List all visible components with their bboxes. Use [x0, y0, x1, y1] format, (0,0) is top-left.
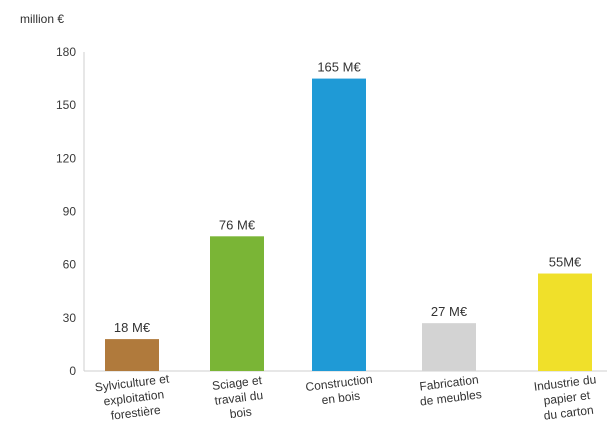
- bar-value-label: 27 M€: [431, 304, 468, 319]
- y-tick-label: 0: [69, 364, 76, 378]
- category-label: Constructionen bois: [305, 372, 375, 409]
- bar-value-label: 76 M€: [219, 217, 256, 232]
- bar: [312, 78, 366, 371]
- y-tick-label: 60: [63, 258, 77, 272]
- y-tick-labels: 0 30 60 90 120 150 180: [56, 45, 76, 378]
- category-label-line: bois: [229, 404, 253, 421]
- y-tick-label: 90: [63, 205, 77, 219]
- category-label: Sylviculture etexploitationforestière: [94, 371, 174, 424]
- category-label-line: Sciage et: [211, 373, 263, 393]
- bar: [538, 273, 592, 371]
- category-label-line: papier et: [543, 388, 592, 408]
- category-label: Sciage ettravail dubois: [211, 373, 267, 423]
- category-label: Fabricationde meubles: [417, 372, 482, 408]
- y-tick-label: 150: [56, 98, 76, 112]
- bar: [422, 323, 476, 371]
- bar: [105, 339, 159, 371]
- bars: [105, 78, 592, 371]
- bar-value-label: 18 M€: [114, 320, 151, 335]
- bar: [210, 236, 264, 371]
- category-label-line: en bois: [321, 389, 361, 408]
- y-tick-label: 30: [63, 311, 77, 325]
- category-labels: Sylviculture etexploitationforestière Sci…: [94, 371, 601, 424]
- y-tick-label: 180: [56, 45, 76, 59]
- y-axis-label: million €: [20, 12, 64, 26]
- category-label-line: forestière: [110, 403, 162, 423]
- category-label: Industrie dupapier etdu carton: [533, 372, 601, 423]
- value-labels: 18 M€ 76 M€ 165 M€ 27 M€ 55M€: [114, 60, 582, 336]
- category-label-line: travail du: [214, 388, 264, 408]
- bar-value-label: 165 M€: [317, 60, 361, 75]
- category-label-line: du carton: [543, 403, 594, 423]
- y-tick-label: 120: [56, 151, 76, 165]
- bar-value-label: 55M€: [549, 255, 582, 270]
